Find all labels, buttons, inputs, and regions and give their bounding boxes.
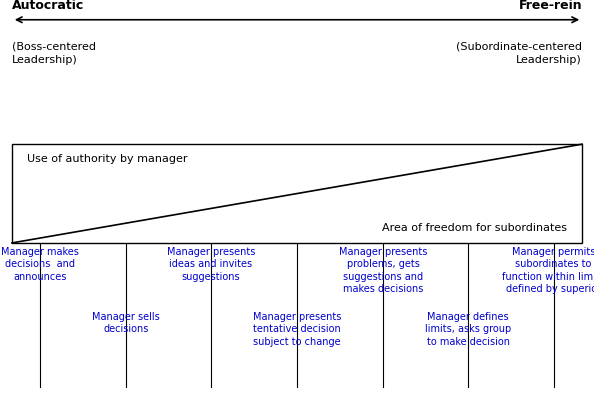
Text: Manager makes
decisions  and
announces: Manager makes decisions and announces xyxy=(1,247,80,282)
Text: Manager permits
subordinates to
function within limits
defined by superior: Manager permits subordinates to function… xyxy=(502,247,594,294)
Text: Manager sells
decisions: Manager sells decisions xyxy=(92,312,160,335)
Text: Area of freedom for subordinates: Area of freedom for subordinates xyxy=(383,223,567,233)
Text: Manager presents
tentative decision
subject to change: Manager presents tentative decision subj… xyxy=(253,312,341,347)
Text: Manager defines
limits, asks group
to make decision: Manager defines limits, asks group to ma… xyxy=(425,312,511,347)
Text: Free-rein: Free-rein xyxy=(519,0,582,12)
Text: Manager presents
problems, gets
suggestions and
makes decisions: Manager presents problems, gets suggesti… xyxy=(339,247,427,294)
Text: Autocratic: Autocratic xyxy=(12,0,84,12)
Text: (Boss-centered
Leadership): (Boss-centered Leadership) xyxy=(12,41,96,65)
Text: Use of authority by manager: Use of authority by manager xyxy=(27,154,187,164)
Bar xyxy=(12,144,582,243)
Text: Manager presents
ideas and invites
suggestions: Manager presents ideas and invites sugge… xyxy=(167,247,255,282)
Text: (Subordinate-centered
Leadership): (Subordinate-centered Leadership) xyxy=(456,41,582,65)
